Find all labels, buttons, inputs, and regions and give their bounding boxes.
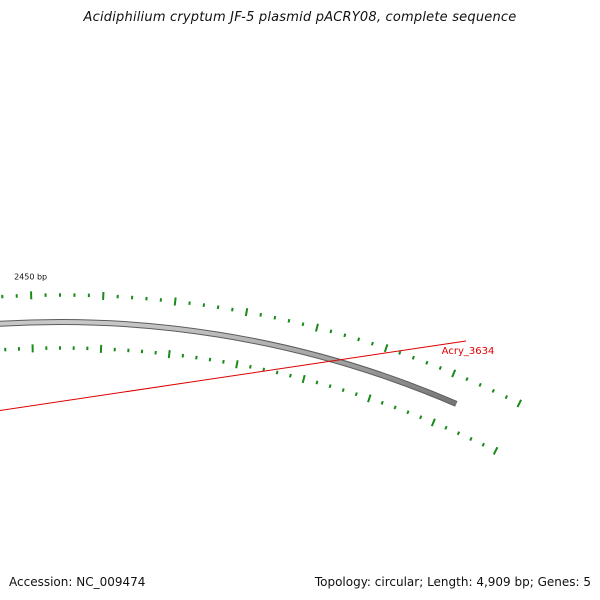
minor-tick-outer bbox=[438, 366, 442, 371]
major-tick-inner bbox=[301, 374, 306, 384]
minor-tick-outer bbox=[504, 395, 508, 400]
minor-tick-inner bbox=[275, 370, 279, 375]
minor-tick-inner bbox=[222, 359, 225, 364]
minor-tick-outer bbox=[491, 388, 495, 393]
minor-tick-inner bbox=[469, 436, 473, 441]
minor-tick-inner bbox=[456, 431, 461, 436]
gene-track: Acry_3634 bbox=[0, 340, 495, 412]
minor-tick-outer bbox=[411, 355, 415, 360]
minor-tick-outer bbox=[301, 322, 305, 327]
minor-tick-outer bbox=[329, 329, 333, 334]
minor-tick-inner bbox=[406, 410, 410, 415]
minor-tick-outer bbox=[273, 315, 277, 320]
major-tick-inner bbox=[367, 394, 372, 403]
major-tick-outer bbox=[173, 297, 177, 306]
major-tick-inner bbox=[492, 446, 499, 455]
major-tick-inner bbox=[167, 350, 171, 359]
minor-tick-inner bbox=[289, 373, 292, 378]
outer-tick-track bbox=[1, 291, 522, 408]
major-tick-outer bbox=[383, 344, 389, 353]
backbone-arc-shadow bbox=[0, 319, 458, 407]
minor-tick-outer bbox=[370, 341, 374, 346]
minor-tick-outer bbox=[425, 360, 429, 365]
minor-tick-inner bbox=[354, 392, 358, 397]
map-title: Acidiphilium cryptum JF-5 plasmid pACRY0… bbox=[83, 10, 517, 25]
accession-label: Accession: NC_009474 bbox=[9, 575, 146, 589]
minor-tick-outer bbox=[231, 307, 234, 312]
minor-tick-inner bbox=[419, 415, 423, 420]
major-tick-outer bbox=[451, 369, 457, 378]
inner-tick-track bbox=[4, 344, 499, 455]
major-tick-outer bbox=[244, 307, 249, 317]
minor-tick-outer bbox=[287, 318, 291, 323]
minor-tick-inner bbox=[249, 364, 252, 369]
minor-tick-inner bbox=[315, 380, 319, 385]
major-tick-outer bbox=[314, 323, 319, 332]
minor-tick-inner bbox=[393, 405, 397, 410]
minor-tick-inner bbox=[444, 425, 448, 430]
minor-tick-outer bbox=[259, 312, 263, 317]
minor-tick-outer bbox=[398, 350, 402, 355]
gene-label: Acry_3634 bbox=[442, 346, 495, 357]
tick-label: 2450 bp bbox=[14, 272, 47, 281]
minor-tick-outer bbox=[343, 333, 347, 338]
tick-labels: 2100 bp2150 bp2200 bp2250 bp2300 bp2350 … bbox=[14, 272, 47, 281]
minor-tick-outer bbox=[357, 337, 361, 342]
minor-tick-outer bbox=[478, 382, 482, 387]
minor-tick-inner bbox=[208, 357, 212, 362]
major-tick-outer bbox=[516, 399, 522, 408]
major-tick-inner bbox=[235, 360, 239, 369]
gene-label-leader bbox=[0, 340, 467, 412]
minor-tick-inner bbox=[341, 388, 345, 393]
minor-tick-outer bbox=[216, 305, 220, 310]
major-tick-inner bbox=[430, 418, 436, 427]
sequence-summary: Topology: circular; Length: 4,909 bp; Ge… bbox=[314, 575, 591, 589]
minor-tick-inner bbox=[262, 367, 266, 372]
backbone-arc bbox=[0, 320, 458, 406]
minor-tick-inner bbox=[481, 442, 485, 447]
minor-tick-outer bbox=[465, 377, 469, 382]
minor-tick-inner bbox=[328, 384, 332, 389]
minor-tick-inner bbox=[380, 400, 384, 405]
plasmid-backbone bbox=[0, 319, 458, 407]
